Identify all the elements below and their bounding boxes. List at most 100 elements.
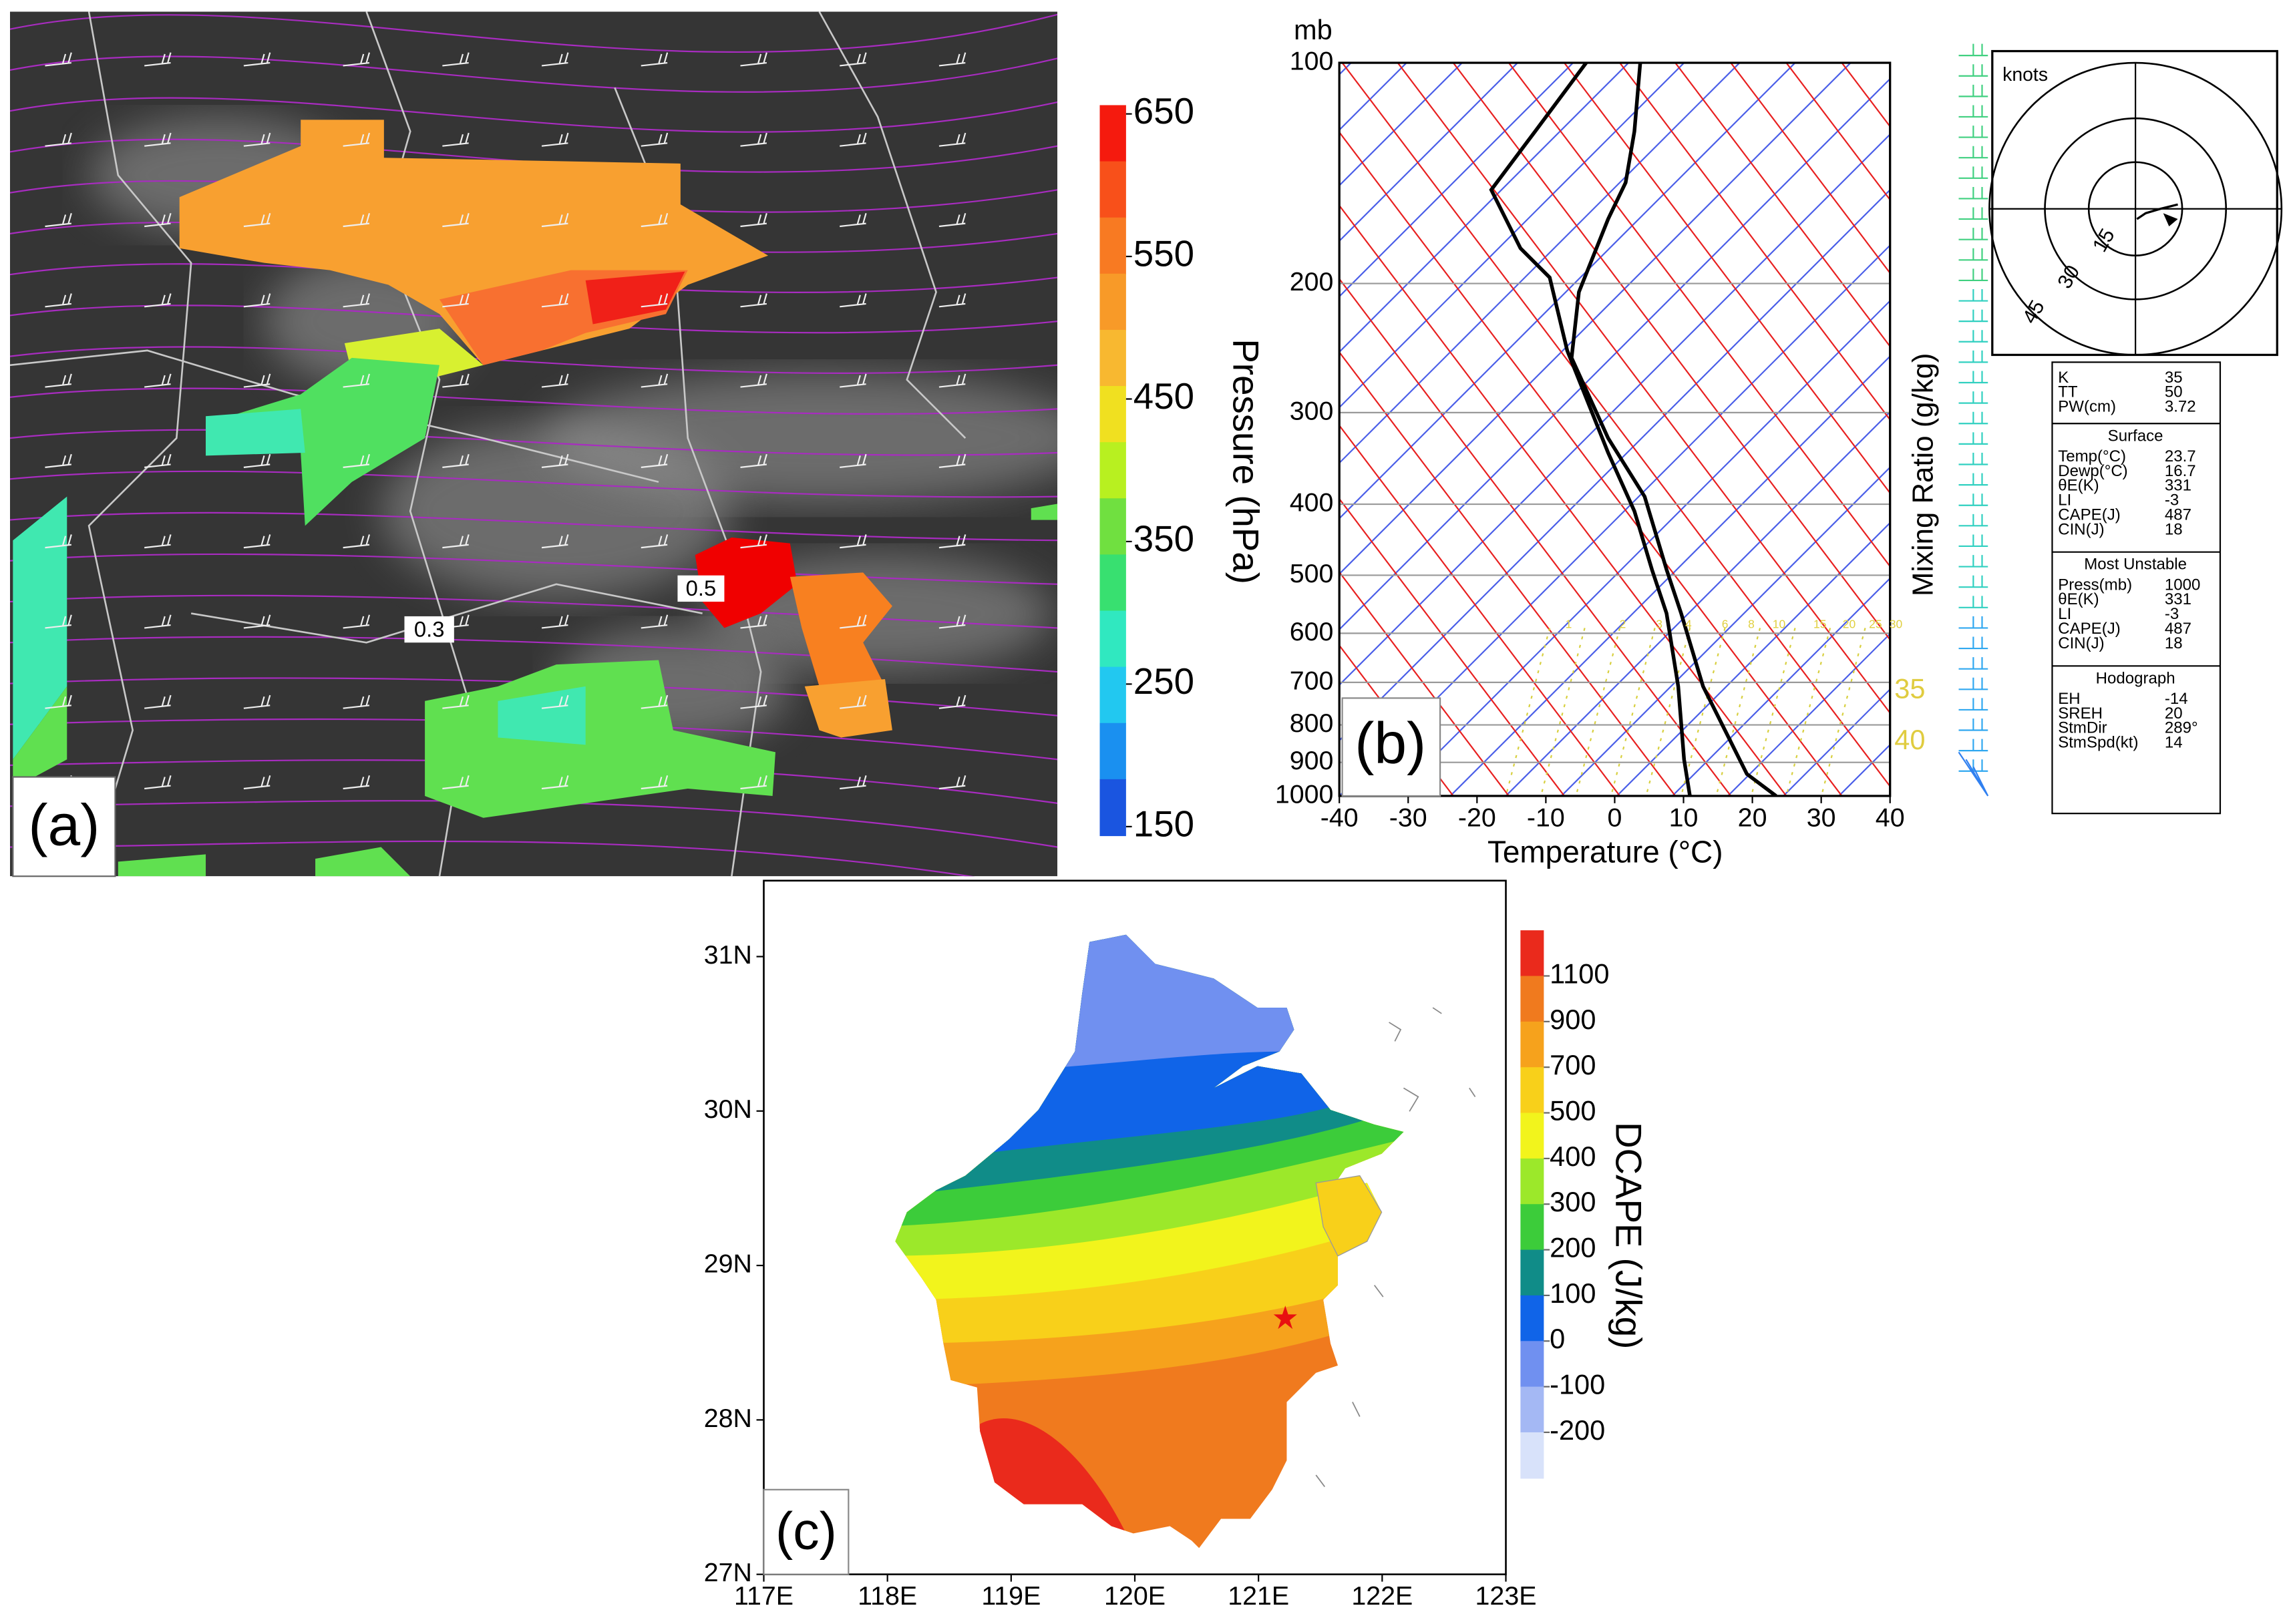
wind-barb [1958, 309, 1988, 323]
coastline [1315, 1175, 1383, 1257]
wind-barb [243, 52, 271, 67]
border-line [87, 11, 192, 877]
island-outline [1373, 1285, 1384, 1297]
dry-adiabat [1397, 63, 1890, 715]
wind-barb [840, 132, 867, 147]
index-value: 18 [2165, 520, 2183, 538]
index-name: CAPE(J) [2058, 505, 2121, 524]
wind-barb [45, 52, 72, 67]
colorbar-tick-label: 150 [1133, 803, 1194, 844]
wind-barb [442, 373, 470, 388]
skewt-lines [1339, 63, 1890, 796]
index-value: 20 [2165, 704, 2183, 723]
contour-line [9, 387, 1058, 415]
wind-barb [442, 213, 470, 228]
colorbar-segment [1099, 554, 1126, 612]
wind-barb [840, 775, 867, 790]
wind-barb [45, 534, 72, 549]
wind-barb [938, 775, 966, 790]
colorbar-tick-label: 250 [1133, 661, 1194, 702]
colorbar-segment [1099, 779, 1126, 837]
isotherm [1560, 466, 1890, 796]
wind-barb [641, 132, 669, 147]
storm-motion [2163, 213, 2178, 226]
wind-barb [541, 52, 569, 67]
wind-barb [641, 453, 669, 468]
wind-barb [45, 373, 72, 388]
x-tick-label: 118E [858, 1581, 917, 1611]
colorbar-tick-label: 550 [1133, 233, 1194, 274]
colorbar-segment [1520, 1432, 1544, 1479]
panel-label-box [12, 776, 116, 877]
wind-barb [1958, 452, 1988, 465]
index-name: CIN(J) [2058, 520, 2104, 538]
colorbar-segment [1099, 442, 1126, 499]
colorbar-title: DCAPE (J/kg) [1608, 1122, 1648, 1349]
index-value: 331 [2165, 477, 2191, 495]
dry-adiabat [1339, 497, 1565, 796]
wind-barb [1958, 719, 1988, 731]
cloud [542, 372, 1058, 504]
wind-barb [1958, 555, 1988, 568]
island-outline [1469, 1087, 1476, 1097]
isotherm [1339, 63, 1629, 353]
colorbar-tick-label: -100 [1550, 1369, 1605, 1400]
wind-barb [840, 293, 867, 308]
wind-barb [1958, 473, 1988, 486]
wind-barb [343, 373, 371, 388]
index-name: LI [2058, 491, 2071, 510]
colorbar-tick-label: 700 [1550, 1049, 1596, 1080]
wind-barb [541, 132, 569, 147]
wind-barb [343, 534, 371, 549]
pressure-region [206, 357, 439, 526]
panel-label-box [1341, 697, 1441, 797]
colorbar-segment [1520, 1386, 1544, 1434]
index-value: -3 [2165, 491, 2179, 510]
wind-barb [1958, 493, 1988, 506]
colorbar-segment [1099, 217, 1126, 274]
mixing-ratio-label: 3 [1656, 618, 1662, 631]
x-tick-label: 123E [1475, 1581, 1537, 1611]
border-line [190, 583, 703, 644]
index-value: -14 [2165, 690, 2188, 708]
y-tick-label: 200 [1290, 267, 1334, 296]
wind-barb [1958, 330, 1988, 343]
pressure-region [13, 686, 67, 789]
mixing-ratio-line [1540, 628, 1586, 796]
wind-barb [442, 694, 470, 709]
x-tick-label: 120E [1104, 1581, 1166, 1611]
wind-barb [541, 453, 569, 468]
island-outline [1352, 1402, 1361, 1417]
mixing-ratio-line [1610, 628, 1656, 796]
isotherm [1449, 355, 1890, 796]
colorbar-segment [1099, 610, 1126, 668]
wind-barb [45, 293, 72, 308]
wind-barb [1958, 514, 1988, 527]
wind-barb [541, 614, 569, 629]
skewt-frame [1338, 61, 1892, 797]
wind-barb [1958, 759, 1988, 772]
x-tick-label: 122E [1351, 1581, 1413, 1611]
wind-barb [641, 52, 669, 67]
dry-adiabat [1452, 63, 1890, 641]
wind-barb [541, 293, 569, 308]
isotherm [1505, 411, 1890, 796]
x-tick-label: -30 [1389, 803, 1427, 832]
colorbar-segment [1099, 161, 1126, 218]
colorbar-segment [1099, 105, 1126, 162]
pressure-region [585, 271, 685, 325]
wind-barb [641, 293, 669, 308]
mixing-ratio-line [1575, 628, 1621, 796]
contour-label-box [404, 616, 454, 643]
index-value: 289° [2165, 719, 2198, 737]
wind-barb [343, 775, 371, 790]
index-name: CIN(J) [2058, 634, 2104, 652]
wind-barb [641, 614, 669, 629]
island-outline [1403, 1087, 1419, 1112]
colorbar-segment [1099, 386, 1126, 443]
wind-barb [641, 213, 669, 228]
mixing-ratio-label: 25 [1869, 618, 1882, 631]
dry-adiabat [1339, 570, 1510, 796]
contour-label: 0.5 [686, 576, 717, 600]
